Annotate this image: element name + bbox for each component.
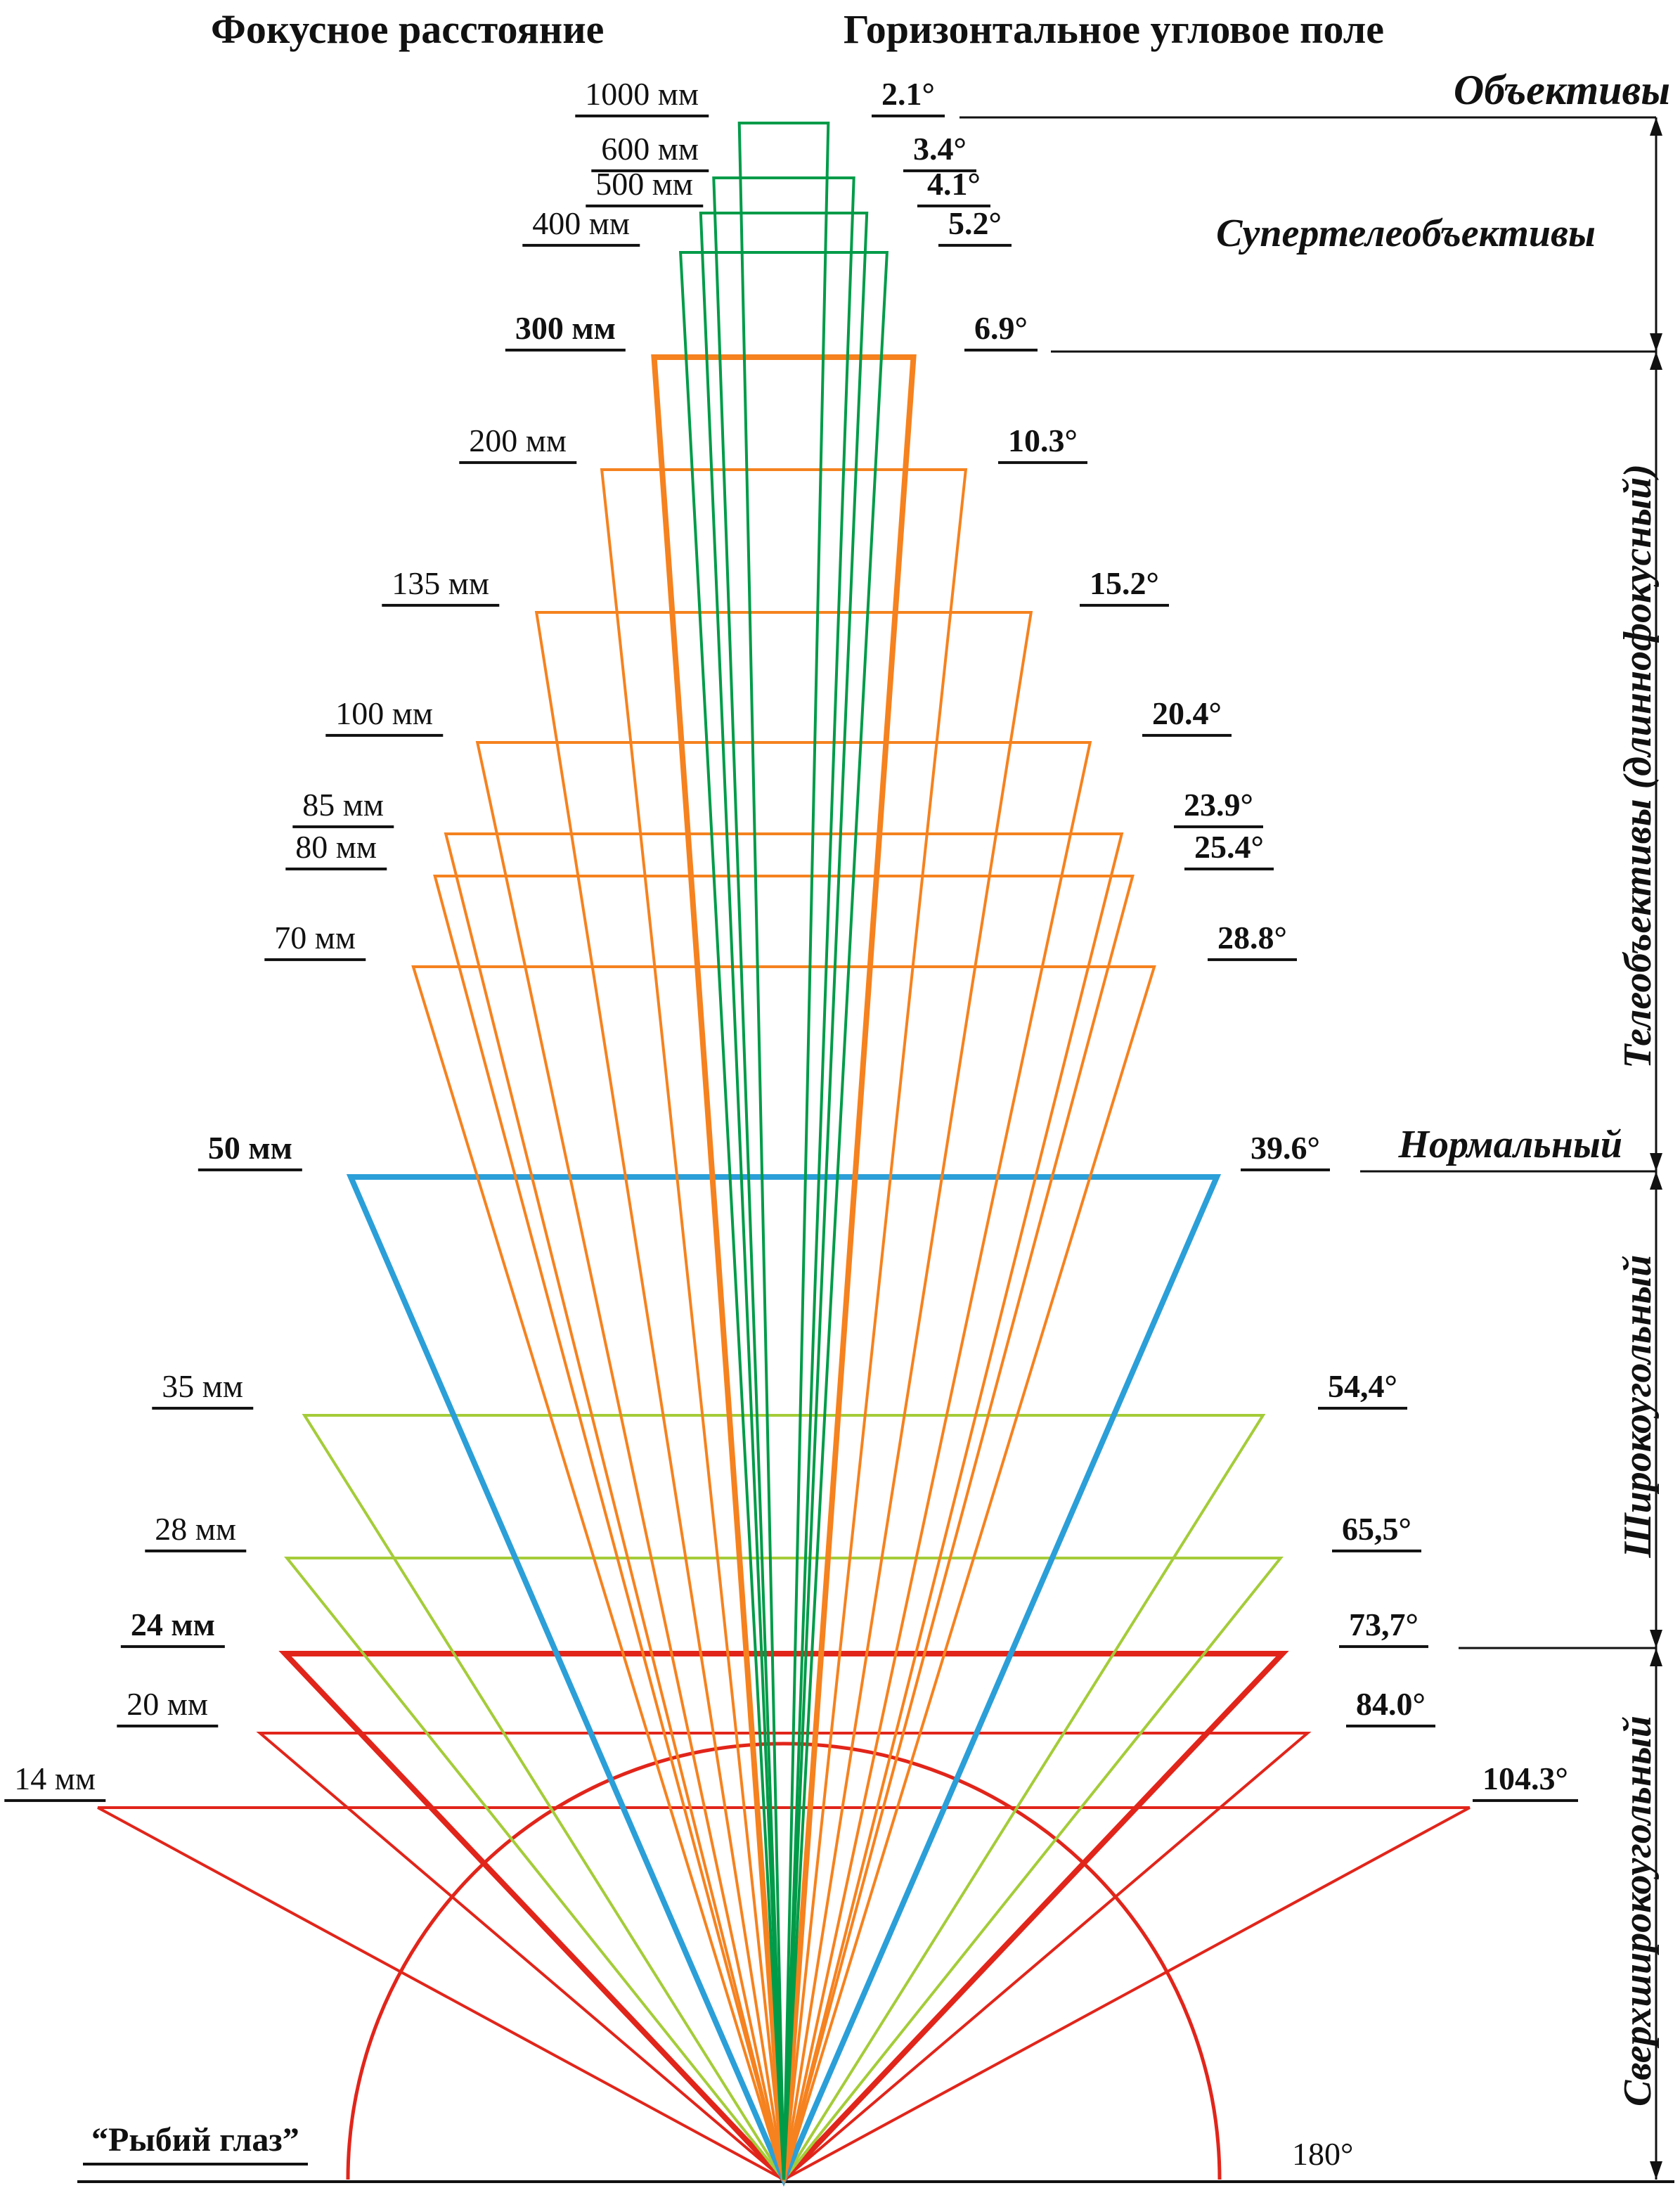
fov-triangle-80-мм — [433, 875, 1135, 2185]
fisheye-label: “Рыбий глаз” — [83, 2121, 308, 2166]
arrow-up-icon — [1650, 1171, 1662, 1190]
fov-triangle-300-мм — [651, 354, 917, 2180]
category-telephoto: Телеобъективы (длиннофокусный) — [1616, 463, 1660, 1069]
arrow-down-icon — [1650, 2161, 1662, 2180]
category-ultra-wide-angle: Сверхширокоугольный — [1616, 1716, 1660, 2106]
arrow-up-icon — [1650, 117, 1662, 136]
arrow-down-icon — [1650, 1630, 1662, 1648]
fov-triangle-135-мм — [534, 611, 1033, 2180]
category-wide-angle: Широкоугольный — [1616, 1254, 1660, 1558]
fov-triangle-28-мм — [284, 1557, 1284, 2182]
fov-triangle-70-мм — [411, 965, 1156, 2184]
fov-triangle-24-мм — [278, 1651, 1289, 2184]
fisheye-arc — [346, 1742, 1222, 2180]
fov-triangle-1000-мм — [737, 122, 830, 2180]
fov-triangle-100-мм — [475, 741, 1092, 2180]
fov-triangle-85-мм — [444, 832, 1124, 2180]
category-normal: Нормальный — [1398, 1123, 1622, 1166]
fov-triangle-50-мм — [346, 1174, 1222, 2187]
fov-triangle-14-мм — [97, 1806, 1471, 2182]
category-lenses-title: Объективы — [1453, 67, 1670, 113]
fov-triangle-200-мм — [600, 468, 968, 2180]
arrow-up-icon — [1650, 352, 1662, 370]
fov-triangle-20-мм — [256, 1732, 1312, 2182]
fov-triangle-600-мм — [712, 176, 855, 2180]
header-focal-length: Фокусное расстояние — [211, 6, 605, 52]
fov-triangle-500-мм — [699, 212, 869, 2180]
category-supertelephoto: Супертелеобъективы — [1216, 212, 1596, 255]
arrow-down-icon — [1650, 1153, 1662, 1171]
fov-triangle-35-мм — [302, 1414, 1266, 2182]
arrow-down-icon — [1650, 333, 1662, 352]
fov-triangle-400-мм — [678, 251, 889, 2180]
arrow-up-icon — [1650, 1648, 1662, 1666]
header-angular-field: Горизонтальное угловое поле — [844, 6, 1385, 52]
fisheye-angle-label: 180° — [1292, 2136, 1354, 2172]
